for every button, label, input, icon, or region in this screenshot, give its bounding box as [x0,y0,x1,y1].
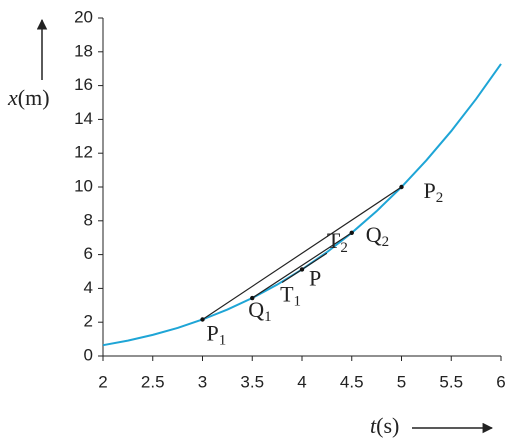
x-axis-label: t(s) [370,413,399,438]
y-tick-label: 18 [74,41,93,60]
x-tick-label: 6 [496,372,505,391]
point [399,184,404,190]
y-tick-label: 2 [84,312,93,331]
chord [251,232,353,299]
y-tick-label: 10 [74,176,93,195]
point-label: Q2 [366,222,389,250]
x-tick-label: 5.5 [439,372,463,391]
y-tick-label: 12 [74,143,93,162]
x-tick-label: 5 [397,372,406,391]
point [299,267,305,272]
point-label: P [309,266,321,291]
y-tick-label: 20 [74,7,93,26]
chord [202,186,402,320]
point-label: P1 [207,321,227,349]
y-tick-label: 8 [84,210,93,229]
point-label: Q1 [248,297,271,325]
point [250,295,255,301]
x-tick-label: 2 [98,372,107,391]
x-tick-label: 3.5 [240,372,264,391]
x-tick-label: 4.5 [340,372,364,391]
point [349,230,354,235]
x-tick-label: 4 [297,372,306,391]
x-tick-label: 2.5 [141,372,165,391]
y-tick-label: 14 [74,109,93,128]
point [200,317,205,322]
tangent-label: T2 [327,228,348,256]
tangent-label: T1 [280,282,301,310]
point-label: P2 [424,178,444,206]
y-tick-label: 4 [84,278,93,297]
y-tick-label: 0 [84,345,93,364]
tangent [281,252,328,283]
y-tick-label: 6 [84,244,93,263]
y-tick-label: 16 [74,75,93,94]
x-tick-label: 3 [198,372,207,391]
y-axis-label: x(m) [7,85,50,110]
